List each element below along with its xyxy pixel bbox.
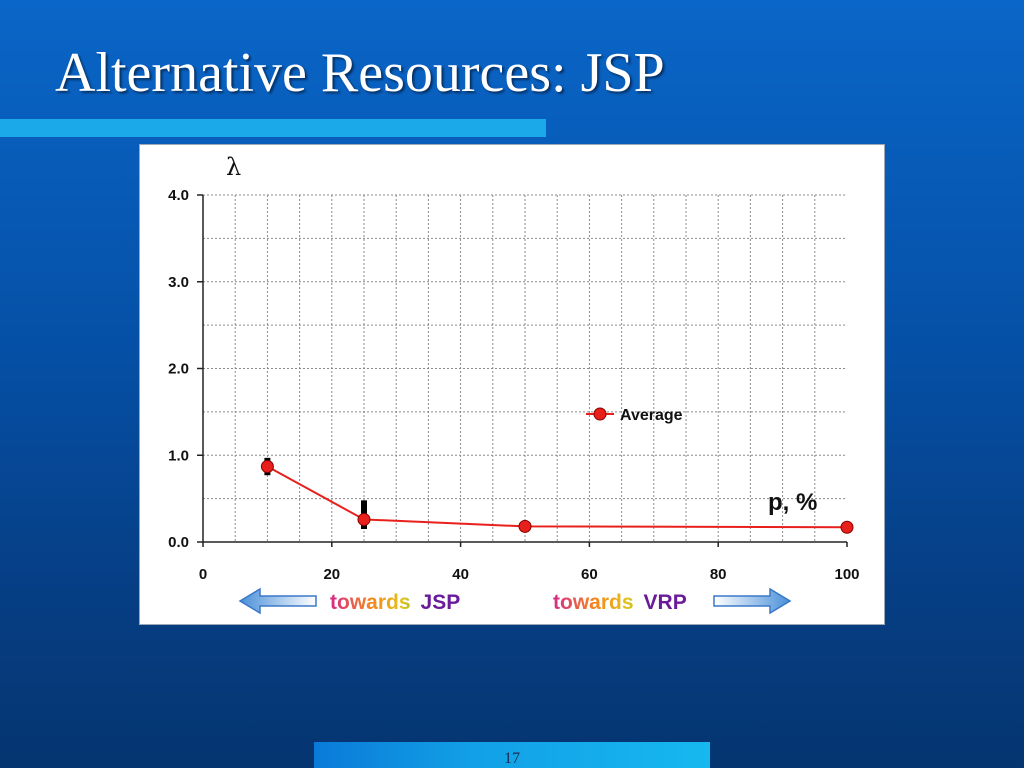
data-point — [260, 460, 274, 474]
y-tick-label: 4.0 — [168, 187, 189, 204]
x-tick-label: 40 — [452, 566, 469, 583]
towards-jsp-annotation: towards JSP — [238, 587, 460, 615]
x-tick-label: 0 — [199, 566, 207, 583]
legend-label-average: Average — [620, 407, 683, 424]
slide-title: Alternative Resources: JSP — [55, 42, 665, 104]
x-axis-label: p, % — [768, 489, 817, 516]
x-tick-label: 60 — [581, 566, 598, 583]
vrp-word: VRP — [644, 591, 687, 614]
towards-word-right: towards — [553, 591, 634, 614]
right-arrow-icon — [713, 587, 792, 615]
lambda-vs-p-chart: 0.0 1.0 2.0 3.0 4.0 0 20 40 60 80 100 λ p, % Aver… — [168, 153, 860, 615]
x-tick-label: 100 — [834, 566, 859, 583]
series-line-average — [266, 465, 848, 529]
towards-jsp-label: towards JSP — [330, 591, 460, 614]
x-tick-label: 20 — [323, 566, 340, 583]
data-point — [840, 520, 854, 534]
footer-bar: 17 — [314, 742, 710, 768]
title-underline-bar — [0, 119, 546, 137]
data-point — [518, 519, 532, 533]
y-axis-label: λ — [226, 153, 241, 181]
data-point — [357, 512, 371, 526]
towards-word-left: towards — [330, 591, 411, 614]
y-tick-label: 2.0 — [168, 361, 189, 378]
legend-marker — [593, 407, 607, 421]
series-average — [260, 457, 854, 534]
x-tick-label: 80 — [710, 566, 727, 583]
y-tick-label: 1.0 — [168, 447, 189, 464]
chart-panel: 0.0 1.0 2.0 3.0 4.0 0 20 40 60 80 100 λ p, % Aver… — [139, 144, 885, 625]
y-tick-labels: 0.0 1.0 2.0 3.0 4.0 — [168, 187, 203, 551]
x-tick-labels: 0 20 40 60 80 100 — [199, 542, 860, 583]
left-arrow-icon — [238, 587, 317, 615]
towards-vrp-annotation: towards VRP — [553, 587, 792, 615]
chart-legend: Average — [586, 407, 683, 424]
towards-vrp-label: towards VRP — [553, 591, 687, 614]
y-tick-label: 0.0 — [168, 534, 189, 551]
grid-lines — [203, 194, 847, 542]
page-number: 17 — [504, 750, 520, 767]
y-tick-label: 3.0 — [168, 274, 189, 291]
jsp-word: JSP — [421, 591, 461, 614]
